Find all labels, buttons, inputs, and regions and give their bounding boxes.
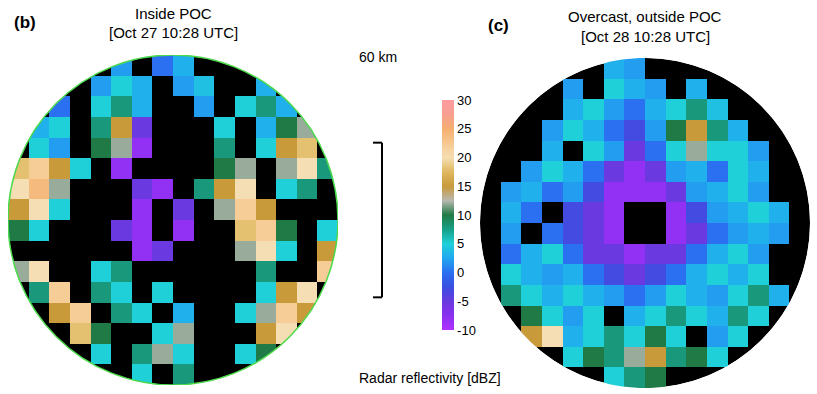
- svg-text:30: 30: [457, 93, 471, 108]
- svg-text:Overcast, outside POC: Overcast, outside POC: [568, 8, 722, 25]
- svg-text:20: 20: [457, 150, 471, 165]
- svg-text:25: 25: [457, 121, 471, 136]
- svg-text:5: 5: [457, 236, 464, 251]
- svg-text:-10: -10: [457, 323, 476, 338]
- svg-text:15: 15: [457, 179, 471, 194]
- svg-text:[Oct 28 10:28 UTC]: [Oct 28 10:28 UTC]: [581, 28, 710, 45]
- svg-text:10: 10: [457, 208, 471, 223]
- svg-text:0: 0: [457, 265, 464, 280]
- svg-text:[Oct 27 10:28 UTC]: [Oct 27 10:28 UTC]: [109, 24, 238, 41]
- svg-text:Inside POC: Inside POC: [135, 5, 212, 22]
- svg-text:Radar reflectivity [dBZ]: Radar reflectivity [dBZ]: [359, 370, 501, 386]
- svg-text:(c): (c): [488, 16, 509, 35]
- svg-text:60 km: 60 km: [359, 49, 397, 65]
- svg-text:-5: -5: [457, 294, 469, 309]
- svg-text:(b): (b): [14, 13, 36, 32]
